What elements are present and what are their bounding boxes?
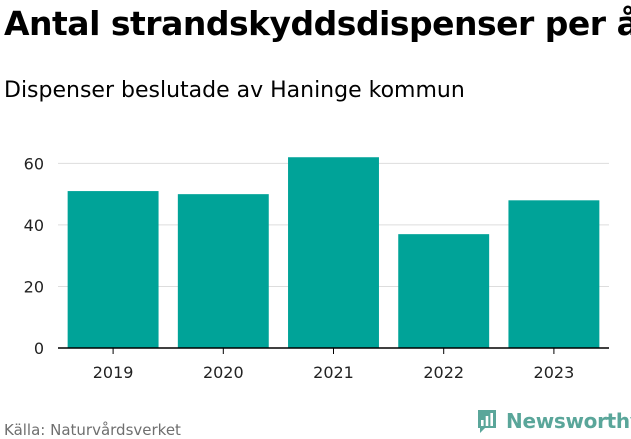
x-tick-label: 2023 bbox=[534, 363, 575, 382]
y-tick-label: 60 bbox=[24, 154, 44, 173]
chart-subtitle: Dispenser beslutade av Haninge kommun bbox=[4, 78, 465, 103]
newsworthy-logo: Newsworthy bbox=[476, 408, 631, 434]
x-tick-label: 2019 bbox=[93, 363, 134, 382]
x-tick-label: 2020 bbox=[203, 363, 244, 382]
bar bbox=[288, 157, 379, 348]
chart-title: Antal strandskyddsdispenser per år bbox=[4, 4, 631, 43]
x-tick-label: 2021 bbox=[313, 363, 354, 382]
brand-name: Newsworthy bbox=[506, 409, 631, 433]
newsworthy-logo-icon bbox=[478, 410, 496, 433]
y-tick-label: 40 bbox=[24, 216, 44, 235]
bar bbox=[67, 191, 159, 348]
bar bbox=[398, 234, 490, 348]
y-tick-label: 20 bbox=[24, 277, 44, 296]
bar bbox=[177, 194, 269, 348]
x-tick-label: 2022 bbox=[423, 363, 464, 382]
bar bbox=[508, 200, 600, 348]
source-note: Källa: Naturvårdsverket bbox=[4, 421, 181, 439]
y-tick-label: 0 bbox=[34, 339, 44, 358]
